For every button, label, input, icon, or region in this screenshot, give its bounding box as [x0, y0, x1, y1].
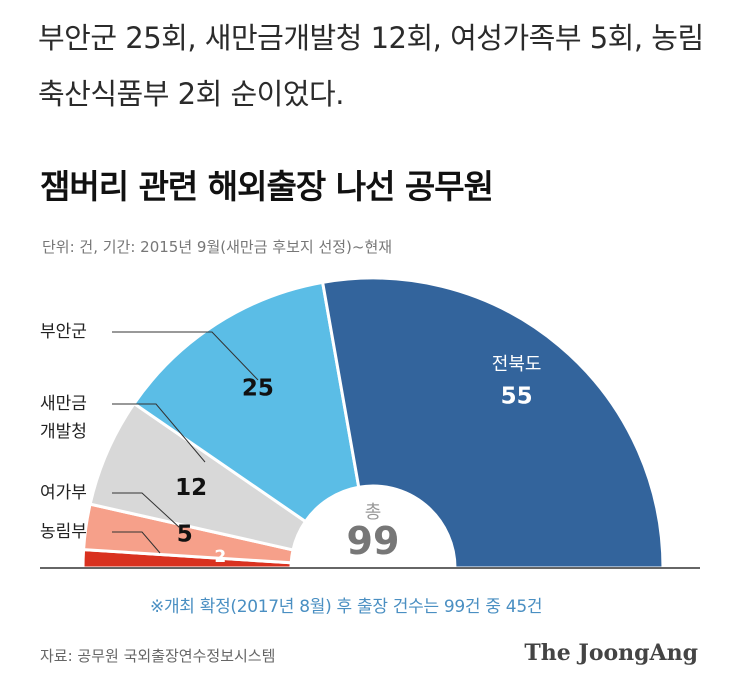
chart-title: 잼버리 관련 해외출장 나선 공무원: [40, 167, 494, 206]
leader-line-3: [112, 531, 161, 554]
chart-note: ※개최 확정(2017년 8월) 후 출장 건수는 99건 중 45건: [150, 597, 543, 617]
data-label-1: 5: [177, 521, 193, 547]
slice-4: [320, 276, 665, 570]
callout-saemangeum-line2: 개발청: [40, 422, 87, 442]
slice-category-label: 전북도: [492, 354, 542, 375]
callout-nongrim: 농림부: [40, 522, 87, 542]
callout-yeoga: 여가부: [40, 483, 87, 503]
callout-buan: 부안군: [40, 322, 87, 342]
intro-text: 부안군 25회, 새만금개발청 12회, 여성가족부 5회, 농림축산식품부 2…: [38, 21, 704, 111]
callout-saemangeum-line1: 새만금: [40, 394, 87, 414]
leader-line-2: [112, 492, 181, 529]
slice-3: [132, 280, 361, 524]
publisher-logo: The JoongAng: [524, 640, 698, 666]
source-text: 자료: 공무원 국외출장연수정보시스템: [40, 647, 276, 665]
data-label-0: 2: [214, 547, 226, 567]
leader-line-1: [112, 403, 206, 463]
data-label-4: 55: [501, 383, 533, 409]
leader-line-0: [112, 331, 259, 381]
total-label: 총: [365, 502, 382, 523]
data-label-2: 12: [175, 475, 207, 501]
callout-saemangeum: 새만금 개발청: [40, 390, 87, 446]
chart-subtitle: 단위: 건, 기간: 2015년 9월(새만금 후보지 선정)~현재: [42, 238, 393, 256]
total-value: 99: [347, 519, 400, 563]
